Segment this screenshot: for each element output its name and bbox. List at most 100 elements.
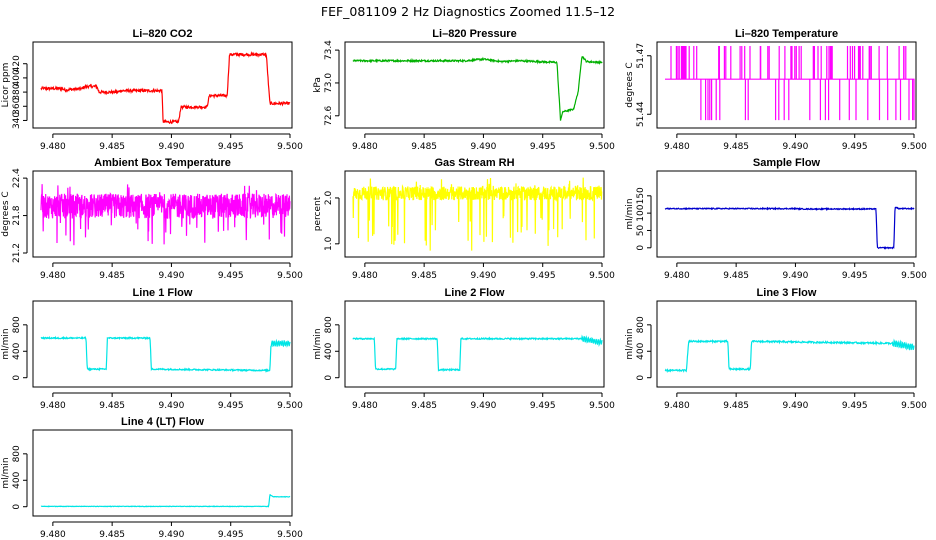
y-tick-label: 21.2 (12, 243, 22, 263)
plot-frame (32, 429, 293, 517)
x-tick-label: 9.490 (159, 401, 185, 411)
data-series-line2 (352, 334, 603, 373)
plot-frame (344, 170, 605, 258)
x-tick-label: 9.495 (218, 401, 244, 411)
y-tick-label: 21.8 (12, 205, 22, 225)
y-tick-label: 51.44 (636, 101, 646, 127)
panel-title: Li–820 CO2 (133, 28, 193, 40)
y-axis-label: ml/min (625, 198, 635, 229)
x-tick-label: 9.490 (471, 401, 497, 411)
y-axis-label: degrees C (1, 191, 11, 236)
y-tick-label: 72.6 (324, 105, 334, 125)
panel-title: Line 1 Flow (133, 287, 193, 299)
chart-panels: Li–820 CO2 9.480 9.485 9.490 9.495 9.500 34036… (1, 28, 927, 540)
x-tick-label: 9.480 (352, 271, 378, 281)
x-tick-label: 9.495 (218, 142, 244, 152)
plot-frame (32, 41, 293, 129)
data-series-line1 (40, 335, 291, 373)
panel-title: Sample Flow (753, 157, 821, 169)
x-tick-label: 9.485 (411, 271, 437, 281)
x-tick-label: 9.480 (40, 142, 66, 152)
y-axis-label: degrees C (625, 62, 635, 107)
x-tick-label: 9.480 (352, 142, 378, 152)
x-tick-label: 9.490 (159, 530, 185, 540)
y-axis-label: ml/min (1, 328, 11, 359)
data-series-sample_flow (664, 206, 915, 250)
x-tick-label: 9.495 (218, 271, 244, 281)
y-tick-label: 400 (12, 342, 22, 359)
data-series-co2 (40, 51, 291, 125)
x-tick-label: 9.500 (277, 401, 303, 411)
panel-line1: Line 1 Flow 9.480 9.485 9.490 9.495 9.500 0 400… (1, 287, 303, 411)
x-tick-label: 9.495 (530, 401, 556, 411)
plot-frame (32, 170, 293, 258)
x-tick-label: 9.490 (159, 142, 185, 152)
y-tick-label: 360 (12, 97, 22, 114)
plot-frame (656, 170, 917, 258)
y-tick-label: 150 (636, 187, 646, 204)
y-axis-label: ml/min (313, 328, 323, 359)
x-tick-label: 9.500 (277, 530, 303, 540)
panel-line4: Line 4 (LT) Flow 9.480 9.485 9.490 9.495 9.50… (1, 416, 303, 540)
x-tick-label: 9.480 (40, 271, 66, 281)
y-tick-label: 73.4 (324, 40, 334, 60)
x-tick-label: 9.500 (589, 401, 615, 411)
panel-line2: Line 2 Flow 9.480 9.485 9.490 9.495 9.500 0 400… (313, 287, 615, 411)
x-tick-label: 9.490 (159, 271, 185, 281)
y-tick-label: 380 (12, 83, 22, 100)
x-tick-label: 9.495 (530, 142, 556, 152)
data-series-line3 (664, 338, 915, 374)
x-tick-label: 9.500 (277, 142, 303, 152)
y-tick-label: 51.47 (636, 43, 646, 69)
y-tick-label: 340 (12, 112, 22, 129)
panel-title: Gas Stream RH (434, 157, 514, 169)
x-tick-label: 9.490 (783, 271, 809, 281)
x-tick-label: 9.490 (471, 271, 497, 281)
x-tick-label: 9.500 (901, 401, 927, 411)
plot-frame (656, 300, 917, 388)
x-tick-label: 9.485 (411, 401, 437, 411)
y-tick-label: 420 (12, 55, 22, 72)
panel-title: Line 3 Flow (757, 287, 817, 299)
panel-title: Li–820 Temperature (735, 28, 838, 40)
y-tick-label: 0 (12, 504, 22, 510)
y-axis-label: ml/min (625, 328, 635, 359)
plot-frame (656, 41, 917, 129)
x-tick-label: 9.500 (901, 271, 927, 281)
y-tick-label: 800 (636, 316, 646, 333)
data-series-line4 (40, 493, 291, 508)
x-tick-label: 9.495 (218, 530, 244, 540)
panel-pressure: Li–820 Pressure 9.480 9.485 9.490 9.495 9.500… (313, 28, 615, 152)
x-tick-label: 9.480 (40, 530, 66, 540)
data-series-licor_temp (665, 46, 915, 121)
plot-frame (344, 300, 605, 388)
y-tick-label: 0 (12, 375, 22, 381)
x-tick-label: 9.485 (723, 271, 749, 281)
plot-frame (344, 41, 605, 129)
x-tick-label: 9.485 (411, 142, 437, 152)
panel-box_temp: Ambient Box Temperature 9.480 9.485 9.490 9.… (1, 157, 303, 281)
y-tick-label: 800 (12, 445, 22, 462)
panel-title: Li–820 Pressure (432, 28, 516, 40)
x-tick-label: 9.500 (589, 271, 615, 281)
x-tick-label: 9.495 (842, 401, 868, 411)
y-tick-label: 400 (636, 342, 646, 359)
panel-title: Ambient Box Temperature (94, 157, 231, 169)
x-tick-label: 9.485 (99, 142, 125, 152)
y-tick-label: 400 (12, 69, 22, 86)
x-tick-label: 9.500 (589, 142, 615, 152)
x-tick-label: 9.485 (99, 401, 125, 411)
y-axis-label: percent (313, 196, 323, 231)
panel-line3: Line 3 Flow 9.480 9.485 9.490 9.495 9.500 0 400… (625, 287, 927, 411)
x-tick-label: 9.490 (783, 401, 809, 411)
y-axis-label: kPa (313, 77, 323, 93)
y-tick-label: 0 (324, 375, 334, 381)
y-axis-label: Licor ppm (1, 63, 11, 108)
panel-title: Line 4 (LT) Flow (121, 416, 204, 428)
y-tick-label: 2.0 (324, 191, 334, 206)
x-tick-label: 9.485 (99, 530, 125, 540)
x-tick-label: 9.495 (842, 142, 868, 152)
x-tick-label: 9.480 (40, 401, 66, 411)
x-tick-label: 9.495 (842, 271, 868, 281)
y-tick-label: 400 (324, 342, 334, 359)
